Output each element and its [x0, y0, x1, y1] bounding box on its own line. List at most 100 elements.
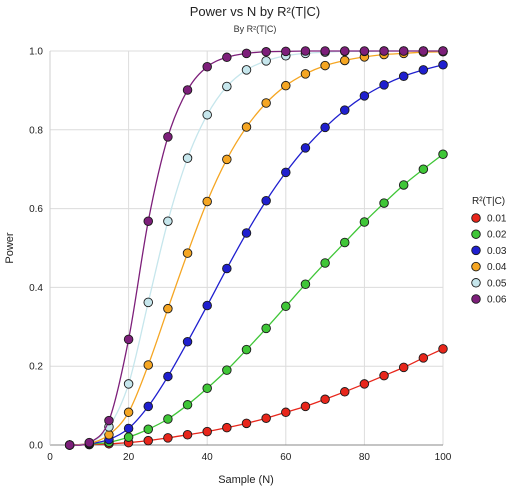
data-point: [261, 323, 271, 334]
data-point: [163, 216, 173, 226]
series-line: [69, 153, 444, 446]
x-axis-label: Sample (N): [218, 474, 274, 486]
data-point: [438, 46, 448, 56]
legend-marker: [471, 213, 481, 223]
data-point: [379, 46, 389, 56]
data-point: [202, 426, 212, 437]
data-point: [143, 424, 153, 434]
data-point: [143, 360, 153, 370]
data-point: [418, 46, 429, 56]
data-point: [202, 383, 212, 394]
x-tick-label: 20: [123, 452, 135, 463]
data-point: [222, 52, 232, 63]
data-point: [418, 65, 429, 75]
data-point: [143, 216, 153, 226]
data-point: [281, 301, 291, 312]
chart-title: Power vs N by R²(T|C): [190, 4, 321, 19]
data-point: [202, 300, 212, 311]
y-axis-label: Power: [4, 232, 16, 264]
data-point: [163, 433, 173, 443]
series-group: [64, 46, 448, 450]
data-point: [359, 91, 370, 101]
data-point: [241, 48, 252, 59]
data-point: [123, 379, 134, 389]
x-tick-label: 80: [359, 452, 371, 463]
data-point: [320, 122, 330, 133]
series-0.05: [64, 46, 448, 450]
data-point: [418, 353, 429, 363]
data-point: [320, 258, 330, 268]
data-point: [202, 196, 212, 207]
data-point: [163, 303, 173, 314]
data-point: [300, 46, 311, 56]
data-point: [241, 418, 252, 429]
data-point: [359, 379, 370, 389]
data-point: [300, 401, 311, 412]
data-point: [320, 46, 330, 56]
data-point: [320, 394, 330, 405]
data-point: [438, 60, 448, 70]
data-point: [84, 437, 95, 448]
legend-marker: [471, 229, 481, 239]
legend-label: 0.03: [487, 246, 507, 257]
data-point: [340, 237, 350, 248]
legend-label: 0.04: [487, 262, 507, 273]
data-point: [261, 195, 271, 206]
data-point: [398, 46, 409, 56]
data-point: [438, 149, 448, 159]
data-point: [379, 198, 389, 208]
data-point: [123, 423, 134, 434]
data-point: [222, 263, 232, 274]
data-point: [340, 387, 350, 397]
data-point: [379, 80, 389, 90]
legend-label: 0.06: [487, 295, 507, 306]
y-tick-label: 0.6: [29, 204, 43, 215]
data-point: [438, 344, 448, 354]
y-tick-label: 0.0: [29, 441, 43, 452]
series-0.04: [64, 47, 448, 450]
data-point: [340, 105, 350, 115]
data-point: [398, 71, 409, 81]
axes: 0 20 40 60 80 100 0.0 0.2 0.4 0.6 0.8 1.0: [29, 47, 452, 464]
data-point: [182, 337, 193, 347]
data-point: [163, 132, 173, 142]
legend-label: 0.02: [487, 230, 507, 241]
data-point: [241, 65, 252, 75]
data-point: [143, 401, 153, 412]
data-point: [182, 430, 193, 440]
data-point: [418, 164, 429, 174]
x-tick-label: 60: [280, 452, 292, 463]
y-tick-label: 0.8: [29, 125, 43, 136]
legend-marker: [471, 278, 481, 288]
series-0.02: [64, 149, 448, 450]
data-point: [281, 167, 291, 178]
series-0.06: [64, 46, 448, 450]
legend-label: 0.05: [487, 278, 507, 289]
data-point: [379, 370, 389, 381]
legend-marker: [471, 261, 481, 272]
data-point: [261, 56, 271, 66]
data-point: [104, 415, 114, 426]
data-point: [241, 344, 252, 355]
data-point: [398, 180, 409, 190]
data-point: [123, 432, 134, 442]
data-point: [241, 122, 252, 132]
data-point: [163, 371, 173, 382]
data-point: [202, 110, 212, 120]
data-point: [261, 98, 271, 108]
data-point: [300, 279, 311, 289]
y-tick-label: 1.0: [29, 47, 43, 58]
data-point: [300, 69, 311, 79]
data-point: [241, 228, 252, 238]
data-point: [182, 248, 193, 258]
data-point: [182, 85, 193, 95]
data-point: [281, 407, 291, 418]
data-point: [359, 46, 370, 56]
data-point: [222, 365, 232, 375]
data-point: [300, 143, 311, 153]
series-line: [69, 64, 444, 446]
data-point: [64, 440, 75, 450]
data-point: [261, 47, 271, 57]
data-point: [222, 81, 232, 92]
